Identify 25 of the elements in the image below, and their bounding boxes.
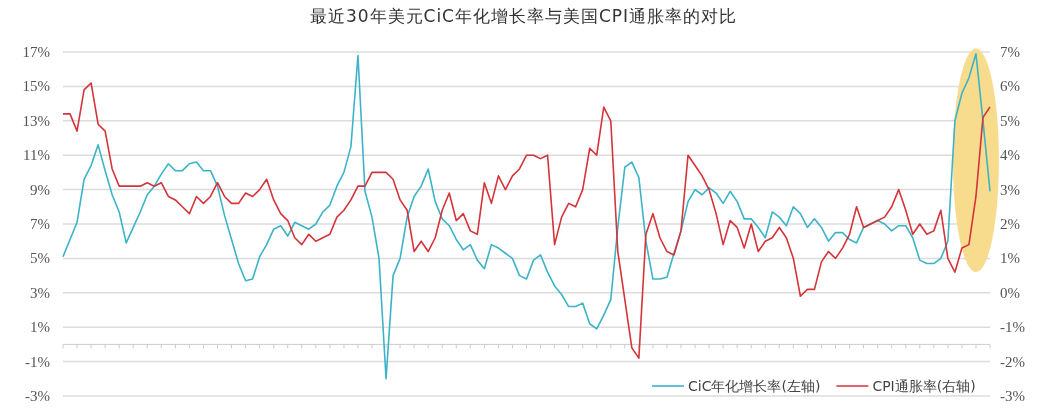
chart-title: 最近30年美元CiC年化增长率与美国CPI通胀率的对比	[309, 6, 738, 26]
y-tick-label: 5%	[30, 250, 50, 267]
y2-tick-label: 7%	[1000, 44, 1020, 60]
y-tick-label: 3%	[30, 284, 50, 301]
y-tick-label: 11%	[23, 147, 50, 164]
y2-tick-label: -3%	[1000, 388, 1025, 404]
y2-tick-label: -1%	[1000, 319, 1025, 336]
y2-tick-label: 2%	[1000, 216, 1020, 232]
y-tick-label: -3%	[25, 388, 50, 404]
y-tick-label: 17%	[22, 44, 50, 60]
y-tick-label: 1%	[30, 319, 50, 336]
y2-tick-label: 0%	[1000, 284, 1020, 301]
legend-label: CPI通胀率(右轴)	[872, 378, 976, 394]
y-tick-label: 7%	[30, 216, 50, 232]
legend-label: CiC年化增长率(左轴)	[688, 378, 821, 394]
y-tick-label: 13%	[22, 112, 50, 129]
y2-tick-label: 4%	[1000, 147, 1020, 164]
y-tick-label: 15%	[22, 78, 50, 95]
y2-tick-label: 3%	[1000, 181, 1020, 198]
y-tick-label: 9%	[30, 181, 50, 198]
y-tick-label: -1%	[25, 353, 50, 370]
y2-tick-label: 1%	[1000, 250, 1020, 267]
y2-tick-label: 5%	[1000, 112, 1020, 129]
y2-tick-label: 6%	[1000, 78, 1020, 95]
y2-tick-label: -2%	[1000, 353, 1025, 370]
